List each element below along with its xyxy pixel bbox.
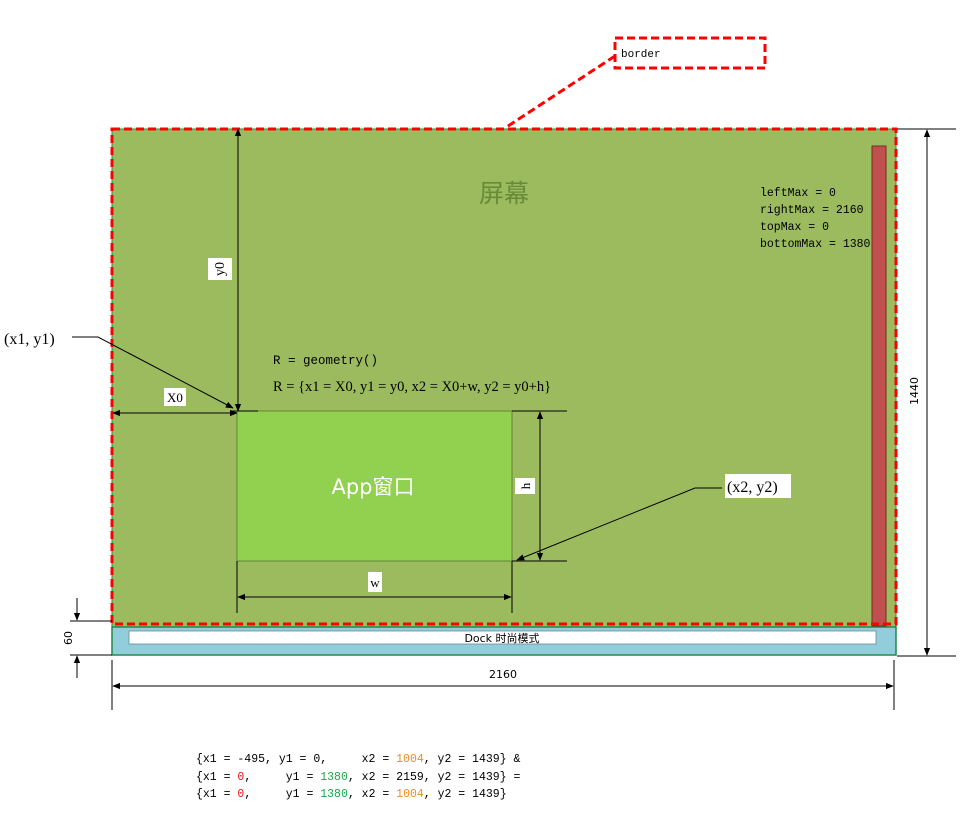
h-label: h (518, 482, 533, 489)
y0-label: y0 (213, 262, 228, 276)
formula-segment: , y2 = 1439} (423, 788, 507, 801)
geometry-formula: R = {x1 = X0, y1 = y0, x2 = X0+w, y2 = y… (273, 379, 551, 395)
dock-label: Dock 时尚模式 (464, 631, 539, 645)
formula-segment: {x1 = -495, y1 = 0, x2 = (196, 753, 397, 766)
dock-height-label: 60 (62, 631, 75, 645)
w-label-box (368, 572, 382, 592)
geometry-call: R = geometry() (273, 354, 378, 368)
x0-label-box (164, 388, 186, 406)
width-label: 2160 (489, 668, 517, 681)
w-label: w (370, 575, 380, 590)
formula-segment: 0 (237, 788, 245, 801)
formula-segment: 1004 (396, 788, 424, 801)
border-callout-label: border (621, 49, 661, 61)
right-edge-strip (871, 145, 887, 627)
app-window-label: App窗口 (331, 475, 414, 499)
dock-bar (128, 630, 877, 645)
limits-bottom-max: bottomMax = 1380 (760, 238, 871, 251)
height-label-box (906, 374, 922, 408)
screen-title: 屏幕 (479, 180, 529, 208)
formula-segment: , x2 = 2159, y2 = 1439} = (347, 770, 521, 784)
height-label: 1440 (908, 377, 921, 405)
formula-segment: 1380 (320, 788, 348, 801)
formula-segment: , y1 = (244, 770, 321, 784)
border-callout-box (613, 36, 767, 70)
h-label-box (515, 478, 535, 494)
border-callout-line (504, 54, 616, 130)
p1-leader (72, 336, 234, 409)
x0-label: X0 (167, 390, 183, 405)
formula-segment: 1004 (396, 753, 424, 766)
p2-label: (x2, y2) (727, 479, 778, 496)
intersection-formula: {x1 = -495, y1 = 0, x2 = 1004, y2 = 1439… (196, 751, 520, 804)
limits-top-max: topMax = 0 (760, 221, 829, 234)
formula-segment: {x1 = (196, 788, 238, 801)
formula-segment: , y1 = (244, 788, 321, 801)
formula-segment: , x2 = (347, 788, 397, 801)
p2-label-box (725, 474, 791, 498)
p2-leader (516, 487, 722, 561)
p1-label: (x1, y1) (4, 331, 55, 348)
formula-line: {x1 = 0, y1 = 1380, x2 = 2159, y2 = 1439… (196, 769, 520, 787)
formula-line: {x1 = 0, y1 = 1380, x2 = 1004, y2 = 1439… (196, 786, 520, 804)
formula-segment: , y2 = 1439} & (423, 753, 521, 766)
y0-label-box (208, 258, 232, 280)
formula-segment: 1380 (320, 770, 348, 784)
formula-segment: 0 (237, 770, 245, 784)
limits-left-max: leftMax = 0 (760, 187, 836, 200)
formula-line: {x1 = -495, y1 = 0, x2 = 1004, y2 = 1439… (196, 751, 520, 769)
limits-right-max: rightMax = 2160 (760, 204, 864, 217)
formula-segment: {x1 = (196, 770, 238, 784)
app-window (236, 410, 513, 562)
screen-border (110, 127, 898, 626)
